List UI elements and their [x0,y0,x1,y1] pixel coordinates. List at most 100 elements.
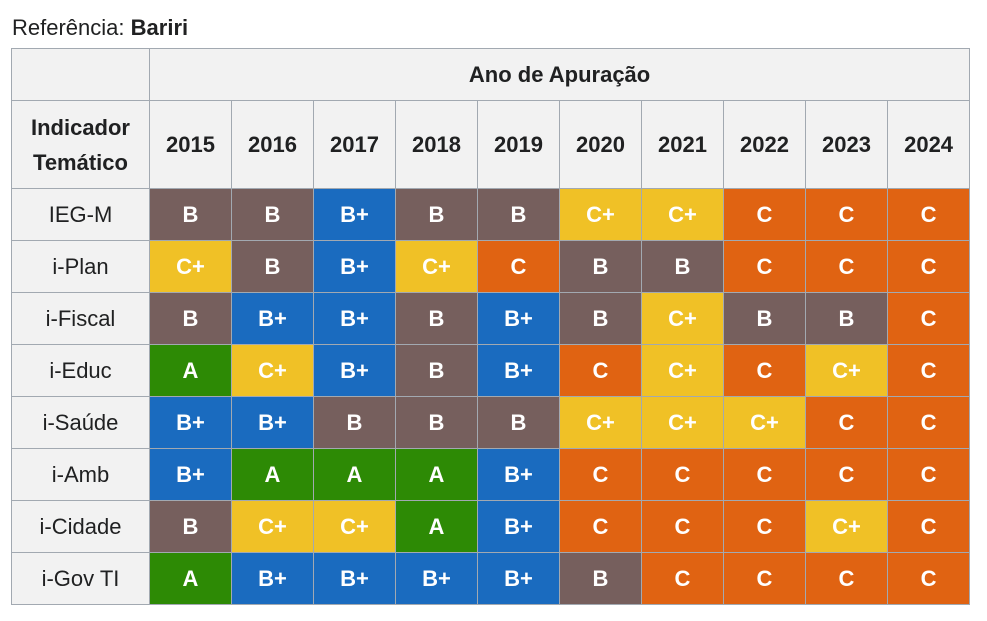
grade-cell: B [313,396,396,449]
grade-cell: C+ [805,500,888,553]
grade-cell: A [149,552,232,605]
year-group-header: Ano de Apuração [148,48,971,101]
grade-cell: C [723,344,806,397]
grade-cell: B [805,292,888,345]
grade-cell: B+ [149,396,232,449]
grade-cell: A [149,344,232,397]
grade-cell: C+ [559,396,642,449]
grade-cell: C [805,552,888,605]
indicator-cell: i-Saúde [11,396,150,449]
year-header: 2022 [723,100,806,189]
grade-cell: C [805,240,888,293]
grade-cell: B [149,500,232,553]
grade-cell: C+ [149,240,232,293]
grade-cell: C+ [395,240,478,293]
grade-cell: B+ [477,500,560,553]
grade-cell: C [805,448,888,501]
grade-cell: C+ [805,344,888,397]
grade-cell: C [886,448,971,501]
grade-cell: C [805,188,888,241]
grade-cell: C [641,500,724,553]
grade-cell: B+ [231,292,314,345]
grade-cell: B+ [313,552,396,605]
year-header: 2018 [395,100,478,189]
grade-cell: B+ [313,240,396,293]
grade-cell: B [477,188,560,241]
grade-cell: B+ [477,344,560,397]
year-header: 2023 [805,100,888,189]
indicator-column-header: Indicador Temático [11,100,150,189]
grade-cell: B+ [313,344,396,397]
grade-cell: C [886,240,971,293]
corner-cell [11,48,150,101]
grade-cell: A [395,500,478,553]
reference-caption: Referência: Bariri [12,14,188,42]
indicator-header-line1: Indicador [30,114,130,140]
grade-cell: C [886,344,971,397]
year-header: 2016 [231,100,314,189]
reference-city: Bariri [130,15,189,40]
grade-cell: C [886,396,971,449]
grade-cell: C [477,240,560,293]
year-header: 2020 [559,100,642,189]
indicator-cell: i-Educ [11,344,150,397]
grade-cell: B+ [231,396,314,449]
grade-cell: B [559,292,642,345]
grade-cell: C+ [559,188,642,241]
grade-cell: B+ [313,292,396,345]
grade-cell: C+ [641,292,724,345]
grade-cell: A [313,448,396,501]
year-header: 2021 [641,100,724,189]
grade-cell: B+ [313,188,396,241]
grade-cell: B [477,396,560,449]
grade-cell: B [723,292,806,345]
grade-cell: C [886,292,971,345]
grade-cell: B [395,344,478,397]
indicator-cell: i-Plan [11,240,150,293]
table-row: i-Plan C+ B B+ C+ C B B C C C [11,240,971,293]
indicator-cell: i-Cidade [11,500,150,553]
grade-cell: C+ [641,188,724,241]
header-row-years: Indicador Temático 2015 2016 2017 2018 2… [11,100,971,189]
grade-cell: C [886,188,971,241]
grade-cell: B [559,240,642,293]
grade-cell: C+ [231,344,314,397]
grades-table: Ano de Apuração Indicador Temático 2015 … [11,48,971,605]
indicator-header-line2: Temático [33,149,128,175]
grade-cell: B [395,188,478,241]
indicator-cell: IEG-M [11,188,150,241]
grade-cell: C+ [723,396,806,449]
grade-cell: B+ [149,448,232,501]
grade-cell: C+ [641,344,724,397]
grade-cell: C [723,500,806,553]
grade-cell: B [395,292,478,345]
table-row: i-Saúde B+ B+ B B B C+ C+ C+ C C [11,396,971,449]
table-row: IEG-M B B B+ B B C+ C+ C C C [11,188,971,241]
grade-cell: B [559,552,642,605]
grade-cell: C+ [231,500,314,553]
table-row: i-Cidade B C+ C+ A B+ C C C C+ C [11,500,971,553]
year-header: 2015 [149,100,232,189]
table-row: i-Fiscal B B+ B+ B B+ B C+ B B C [11,292,971,345]
grade-cell: C+ [313,500,396,553]
indicator-cell: i-Gov TI [11,552,150,605]
year-header: 2024 [886,100,971,189]
grade-cell: C [723,552,806,605]
grade-cell: B+ [477,292,560,345]
grade-cell: B [149,188,232,241]
grade-cell: C [559,448,642,501]
indicator-cell: i-Amb [11,448,150,501]
grade-cell: C [641,448,724,501]
grade-cell: C [886,500,971,553]
reference-label: Referência: [12,15,125,40]
grade-cell: C [559,344,642,397]
grade-cell: C [805,396,888,449]
grade-cell: C [641,552,724,605]
grade-cell: C [886,552,971,605]
grade-cell: B [641,240,724,293]
grade-cell: A [231,448,314,501]
grade-cell: B+ [477,448,560,501]
grade-cell: B [395,396,478,449]
grade-cell: C [723,448,806,501]
